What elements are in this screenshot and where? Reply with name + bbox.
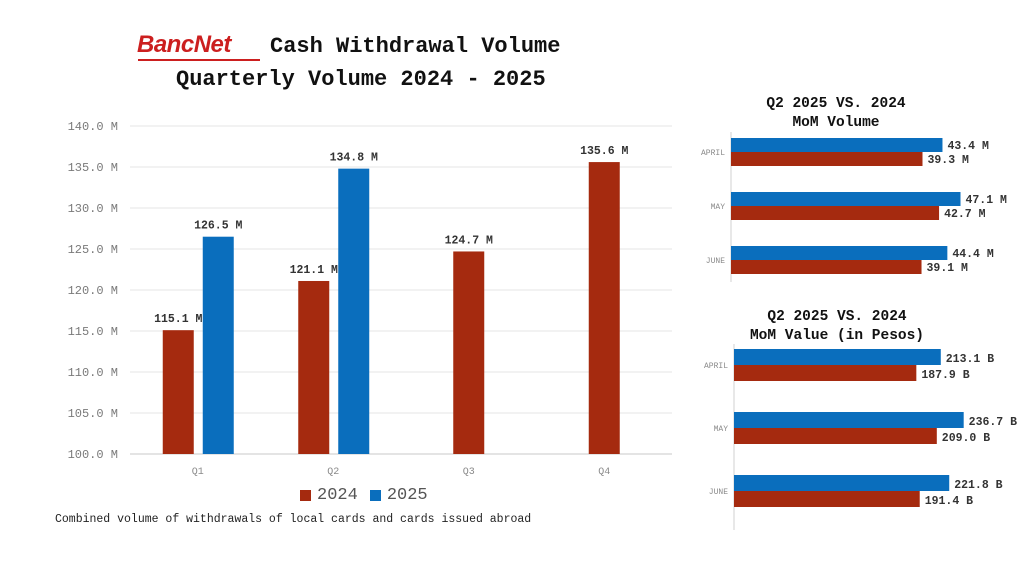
h-data-label: 39.3 M: [927, 154, 969, 167]
hbar-2024-may: [731, 206, 940, 220]
hbar-2025-june: [734, 475, 950, 491]
bancnet-logo: BancNet: [137, 31, 231, 58]
data-label: 124.7 M: [445, 234, 493, 247]
y-tick-label: 100.0 M: [68, 448, 118, 462]
logo-underline: [138, 59, 260, 61]
y-tick-label: 125.0 M: [68, 243, 118, 257]
bar-2024-q4: [588, 162, 620, 454]
h-category-label: APRIL: [704, 362, 728, 371]
x-tick-label: Q4: [598, 467, 610, 478]
y-tick-label: 135.0 M: [68, 161, 118, 175]
data-label: 126.5 M: [194, 220, 242, 233]
h-data-label: 44.4 M: [952, 248, 994, 261]
chart-caption: Combined volume of withdrawals of local …: [55, 513, 532, 526]
x-tick-label: Q1: [192, 467, 204, 478]
hbar-2024-april: [731, 152, 923, 166]
bar-2024-q2: [298, 280, 330, 454]
bar-2024-q3: [453, 251, 485, 454]
legend-item-2024: 2024: [300, 486, 358, 505]
legend-swatch-2024: [300, 490, 311, 501]
side-top-title-line2: MoM Volume: [792, 115, 880, 131]
h-data-label: 213.1 B: [946, 353, 994, 366]
h-category-label: MAY: [711, 203, 726, 212]
h-category-label: APRIL: [701, 149, 725, 158]
hbar-2024-april: [734, 365, 917, 381]
h-category-label: JUNE: [706, 257, 725, 266]
side-bottom-title-line1: Q2 2025 VS. 2024: [767, 309, 907, 325]
data-label: 115.1 M: [154, 313, 202, 326]
side-bottom-title-line2: MoM Value (in Pesos): [749, 328, 925, 344]
hbar-2025-april: [731, 138, 943, 152]
h-data-label: 47.1 M: [966, 194, 1008, 207]
side-top-title-line1: Q2 2025 VS. 2024: [766, 96, 906, 112]
hbar-2025-june: [731, 246, 948, 260]
h-data-label: 187.9 B: [921, 369, 969, 382]
hbar-2024-june: [731, 260, 922, 274]
h-data-label: 191.4 B: [925, 495, 973, 508]
h-data-label: 42.7 M: [944, 208, 986, 221]
legend-label-2024: 2024: [317, 486, 358, 505]
side-bottom-title: Q2 2025 VS. 2024 MoM Value (in Pesos): [722, 308, 952, 346]
chart-legend: 2024 2025: [300, 486, 440, 505]
legend-swatch-2025: [369, 490, 381, 501]
side-top-title: Q2 2025 VS. 2024 MoM Volume: [730, 95, 942, 133]
y-tick-label: 140.0 M: [68, 120, 118, 134]
data-label: 121.1 M: [290, 264, 338, 277]
bar-2025-q1: [202, 236, 234, 454]
y-tick-label: 130.0 M: [68, 202, 118, 216]
h-category-label: JUNE: [709, 488, 728, 497]
hbar-2024-june: [734, 491, 920, 507]
hbar-2024-may: [734, 428, 937, 444]
data-label: 135.6 M: [580, 145, 628, 158]
x-tick-label: Q2: [327, 467, 339, 478]
y-tick-label: 105.0 M: [68, 407, 118, 421]
y-tick-label: 110.0 M: [68, 366, 118, 380]
data-label: 134.8 M: [330, 152, 378, 165]
y-tick-label: 115.0 M: [68, 325, 118, 339]
legend-item-2025: 2025: [369, 486, 428, 505]
chart-title: Cash Withdrawal Volume: [270, 34, 561, 59]
hbar-2025-may: [731, 192, 961, 206]
h-data-label: 209.0 B: [942, 432, 990, 445]
h-data-label: 236.7 B: [969, 416, 1017, 429]
hbar-2025-may: [734, 412, 964, 428]
bar-2025-q2: [338, 168, 370, 454]
h-data-label: 221.8 B: [954, 479, 1002, 492]
hbar-2025-april: [734, 349, 941, 365]
x-tick-label: Q3: [463, 467, 475, 478]
y-tick-label: 120.0 M: [68, 284, 118, 298]
h-data-label: 39.1 M: [927, 262, 969, 275]
h-category-label: MAY: [714, 425, 729, 434]
chart-subtitle: Quarterly Volume 2024 - 2025: [176, 67, 546, 92]
bar-2024-q1: [162, 330, 194, 454]
legend-label-2025: 2025: [386, 486, 428, 505]
h-data-label: 43.4 M: [947, 140, 989, 153]
